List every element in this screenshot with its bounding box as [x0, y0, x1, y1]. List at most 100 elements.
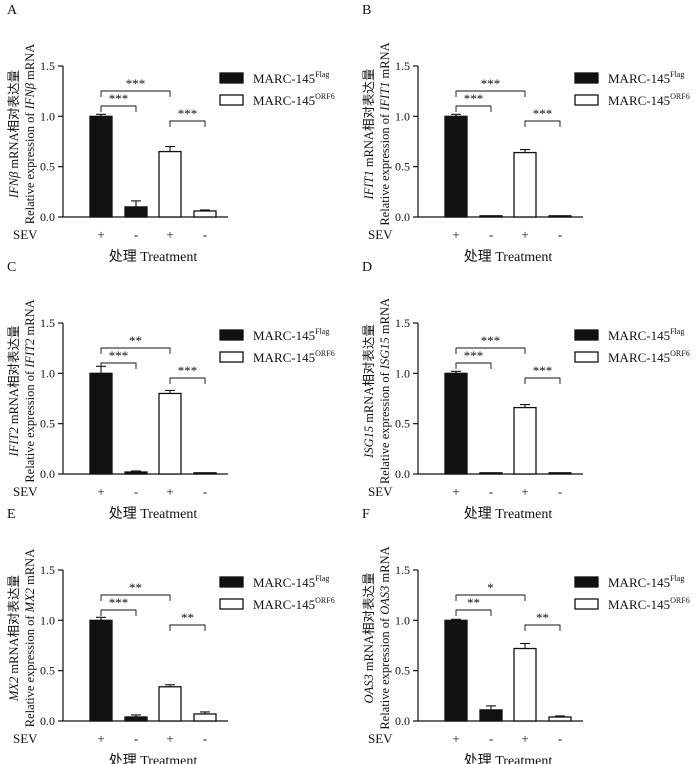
bar: [158, 392, 182, 475]
category-label: +: [97, 484, 104, 499]
legend-superscript: ORF6: [315, 92, 335, 101]
significance-label: ***: [464, 348, 484, 363]
y-tick-label: 0.0: [40, 210, 55, 224]
category-label: +: [452, 731, 459, 746]
category-label: +: [521, 227, 528, 242]
y-tick-label: 1.5: [395, 59, 410, 73]
gene-name: IFIT2: [7, 427, 21, 457]
bar: [479, 472, 503, 475]
legend-superscript: ORF6: [670, 349, 690, 358]
y-tick-label: 0.5: [395, 160, 410, 174]
legend-label: MARC-145ORF6: [608, 92, 690, 108]
category-label: +: [452, 227, 459, 242]
y-label-suffix: mRNA相对表达量: [7, 326, 21, 428]
y-axis-label-en: Relative expression of IFNβ mRNA: [23, 44, 37, 225]
bar: [193, 210, 217, 218]
x-axis-label: 处理 Treatment: [109, 753, 198, 764]
y-label-suffix: mRNA相对表达量: [7, 575, 21, 677]
category-label: -: [134, 731, 138, 746]
category-label: -: [489, 731, 493, 746]
legend-swatch: [219, 598, 244, 610]
category-label: -: [203, 484, 207, 499]
gene-name: IFIT1: [378, 82, 392, 112]
y-tick-label: 0.5: [395, 664, 410, 678]
gene-name: ISG15: [378, 337, 392, 370]
category-label: +: [166, 484, 173, 499]
y-axis-label-cn: OAS3 mRNA相对表达量: [362, 573, 376, 704]
bar: [89, 115, 113, 218]
significance-label: *: [487, 580, 494, 595]
category-label: +: [452, 484, 459, 499]
significance-label: ***: [178, 363, 198, 378]
significance-bracket: [455, 594, 526, 601]
bar: [444, 115, 468, 218]
legend-base: MARC-145: [608, 350, 670, 365]
gene-name: MX2: [23, 588, 37, 613]
category-label: -: [489, 227, 493, 242]
significance-label: **: [181, 610, 194, 625]
y-label-suffix: mRNA: [378, 42, 392, 81]
legend-label: MARC-145Flag: [253, 70, 329, 86]
y-label-prefix: Relative expression of: [378, 111, 392, 226]
bar: [158, 150, 182, 218]
legend-base: MARC-145: [608, 93, 670, 108]
category-label: -: [134, 484, 138, 499]
gene-name: OAS3: [378, 586, 392, 615]
legend-swatch: [574, 94, 599, 106]
y-axis-label-cn: IFIT2 mRNA相对表达量: [7, 326, 21, 458]
significance-bracket: [169, 624, 206, 631]
y-axis-label-en: Relative expression of OAS3 mRNA: [378, 546, 392, 729]
panel-letter: C: [7, 260, 16, 275]
y-tick-label: 1.5: [40, 316, 55, 330]
y-tick-label: 1.5: [40, 59, 55, 73]
y-label-prefix: Relative expression of: [378, 615, 392, 730]
bar: [193, 713, 217, 722]
legend-swatch: [219, 94, 244, 106]
gene-name: IFIT1: [362, 170, 376, 200]
legend-label: MARC-145ORF6: [253, 349, 335, 365]
y-label-suffix: mRNA: [378, 546, 392, 585]
significance-bracket: [524, 120, 561, 127]
legend-label: MARC-145Flag: [253, 327, 329, 343]
significance-bracket: [100, 594, 171, 601]
bar: [513, 151, 537, 218]
y-label-prefix: Relative expression of: [23, 109, 37, 224]
bar: [444, 619, 468, 722]
y-tick-label: 1.0: [395, 109, 410, 123]
significance-bracket: [524, 624, 561, 631]
legend-base: MARC-145: [253, 350, 315, 365]
category-label: -: [203, 227, 207, 242]
legend-superscript: ORF6: [670, 92, 690, 101]
bar: [548, 716, 572, 722]
y-label-suffix: mRNA相对表达量: [362, 573, 376, 675]
y-tick-label: 1.5: [395, 316, 410, 330]
y-label-prefix: Relative expression of: [23, 368, 37, 483]
y-axis-label-cn: IFIT1 mRNA相对表达量: [362, 69, 376, 201]
category-label: -: [489, 484, 493, 499]
panel-letter: D: [362, 260, 372, 275]
row-label: SEV: [13, 484, 38, 499]
y-tick-label: 0.0: [40, 714, 55, 728]
legend-superscript: ORF6: [315, 596, 335, 605]
category-label: +: [521, 731, 528, 746]
bar: [479, 215, 503, 218]
legend-superscript: ORF6: [315, 349, 335, 358]
y-label-suffix: mRNA相对表达量: [362, 324, 376, 426]
legend-swatch: [219, 351, 244, 363]
y-label-suffix: mRNA: [23, 299, 37, 338]
y-axis-label-en: Relative expression of MX2 mRNA: [23, 549, 37, 727]
significance-label: ***: [109, 91, 129, 106]
panel-letter: A: [7, 3, 18, 18]
significance-label: **: [129, 333, 142, 348]
bar: [513, 647, 537, 722]
y-tick-label: 1.0: [395, 613, 410, 627]
y-tick-label: 1.5: [395, 563, 410, 577]
legend-base: MARC-145: [608, 597, 670, 612]
legend-base: MARC-145: [253, 597, 315, 612]
panel-letter: F: [362, 507, 370, 522]
legend-label: MARC-145ORF6: [608, 349, 690, 365]
